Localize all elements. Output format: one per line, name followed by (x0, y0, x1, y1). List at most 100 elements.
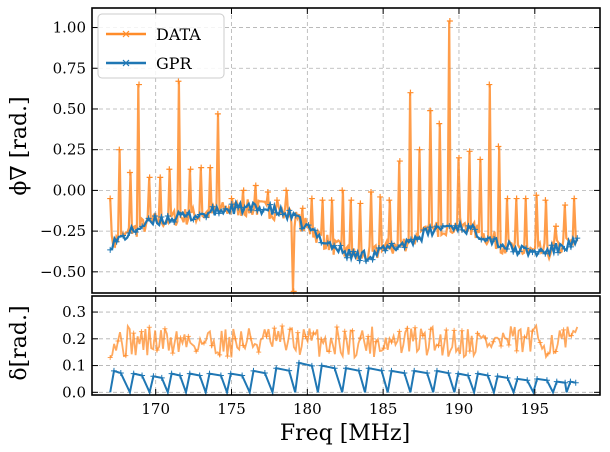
data-spike-marker (214, 110, 221, 117)
delta-data-marker (240, 342, 246, 348)
data-spike-marker (240, 187, 247, 194)
delta-data-marker (553, 349, 559, 355)
gpr-point-marker (190, 216, 197, 223)
gpr-point-marker (177, 211, 184, 218)
top-y-tick-label: 0.50 (53, 100, 86, 118)
delta-gpr-marker (572, 379, 579, 386)
data-spike-marker (416, 146, 423, 153)
gpr-point-marker (145, 215, 152, 222)
top-panel: 1.00 0.75 0.50 0.25 0.00 −0.25 −0.50 (40, 7, 601, 295)
delta-data-marker (115, 338, 121, 344)
delta-data-marker (490, 339, 496, 345)
delta-gpr-marker (110, 367, 117, 374)
gpr-point-marker (356, 257, 363, 264)
data-spike-marker (504, 195, 511, 202)
gpr-point-marker (126, 230, 133, 237)
delta-gpr-marker (308, 362, 315, 369)
delta-data-marker (342, 328, 348, 334)
delta-data-marker (107, 355, 113, 361)
delta-gpr-marker (504, 374, 511, 381)
delta-data-marker (498, 343, 504, 349)
gpr-point-marker (196, 211, 203, 218)
data-spike-marker (207, 164, 214, 171)
delta-data-marker (201, 340, 207, 346)
delta-gpr-marker (273, 365, 280, 372)
delta-data-marker (295, 330, 301, 336)
delta-data-marker (131, 330, 137, 336)
delta-data-marker (537, 340, 543, 346)
delta-gpr-marker (534, 375, 541, 382)
delta-gpr-marker (445, 370, 452, 377)
delta-data-marker (310, 330, 316, 336)
delta-data-marker (482, 335, 488, 341)
delta-data-marker (279, 323, 285, 329)
delta-gpr-marker (378, 367, 385, 374)
delta-data-marker (350, 328, 356, 334)
delta-gpr-marker (318, 362, 325, 369)
gpr-point-marker (318, 239, 325, 246)
gpr-point-marker (158, 214, 165, 221)
delta-data-marker (170, 350, 176, 356)
data-spike-marker (466, 148, 473, 155)
delta-gpr-marker (494, 373, 501, 380)
delta-data-marker (459, 328, 465, 334)
data-spike-marker (187, 166, 194, 173)
gpr-point-marker (151, 212, 158, 219)
gpr-point-marker (503, 246, 510, 253)
delta-data-marker (217, 352, 223, 358)
gpr-point-marker (427, 224, 434, 231)
delta-gpr-marker (465, 372, 472, 379)
delta-data-marker (404, 325, 410, 331)
data-spike-marker (146, 174, 153, 181)
gpr-point-marker (484, 235, 491, 242)
data-spike-marker (562, 202, 569, 209)
delta-gpr-marker (455, 370, 462, 377)
delta-data-marker (396, 328, 402, 334)
delta-gpr-marker (474, 370, 481, 377)
delta-data-marker (389, 339, 395, 345)
delta-data-marker (521, 334, 527, 340)
gpr-point-marker (407, 236, 414, 243)
delta-data-marker (303, 333, 309, 339)
gpr-point-marker (401, 244, 408, 251)
gpr-point-marker (241, 204, 248, 211)
delta-gpr-marker (331, 365, 338, 372)
data-spike-marker (175, 78, 182, 85)
data-spike-marker (455, 154, 462, 161)
x-tick-label: 195 (520, 400, 549, 418)
delta-gpr-marker (295, 359, 302, 366)
data-spike-marker (446, 18, 453, 25)
gpr-point-marker (305, 222, 312, 229)
delta-gpr-marker (168, 370, 175, 377)
data-spike-marker (299, 205, 306, 212)
delta-data-marker (287, 326, 293, 332)
delta-data-marker (271, 325, 277, 331)
legend-marker-data (122, 30, 130, 38)
data-spike-marker (495, 143, 502, 150)
data-spike-marker (264, 189, 271, 196)
gpr-point-marker (260, 206, 267, 213)
x-axis-label: Freq [MHz] (280, 421, 410, 446)
data-spike-marker (107, 195, 114, 202)
delta-gpr-marker (388, 367, 395, 374)
delta-data-marker (443, 327, 449, 333)
delta-gpr-marker (567, 378, 574, 385)
gpr-point-marker (228, 201, 235, 208)
data-spike-marker (357, 200, 364, 207)
gpr-point-marker (382, 247, 389, 254)
gpr-point-marker (279, 211, 286, 218)
delta-gpr-marker (176, 372, 183, 379)
gpr-point-marker (497, 243, 504, 250)
gpr-point-marker (215, 210, 222, 217)
gpr-point-marker (324, 240, 331, 247)
gpr-point-marker (337, 242, 344, 249)
gpr-point-marker (561, 245, 568, 252)
gpr-point-marker (535, 248, 542, 255)
gpr-point-marker (548, 242, 555, 249)
gpr-point-marker (375, 245, 382, 252)
bottom-axes-frame (91, 295, 601, 396)
delta-gpr-marker (401, 370, 408, 377)
gpr-point-marker (132, 228, 139, 235)
delta-data-marker (381, 345, 387, 351)
